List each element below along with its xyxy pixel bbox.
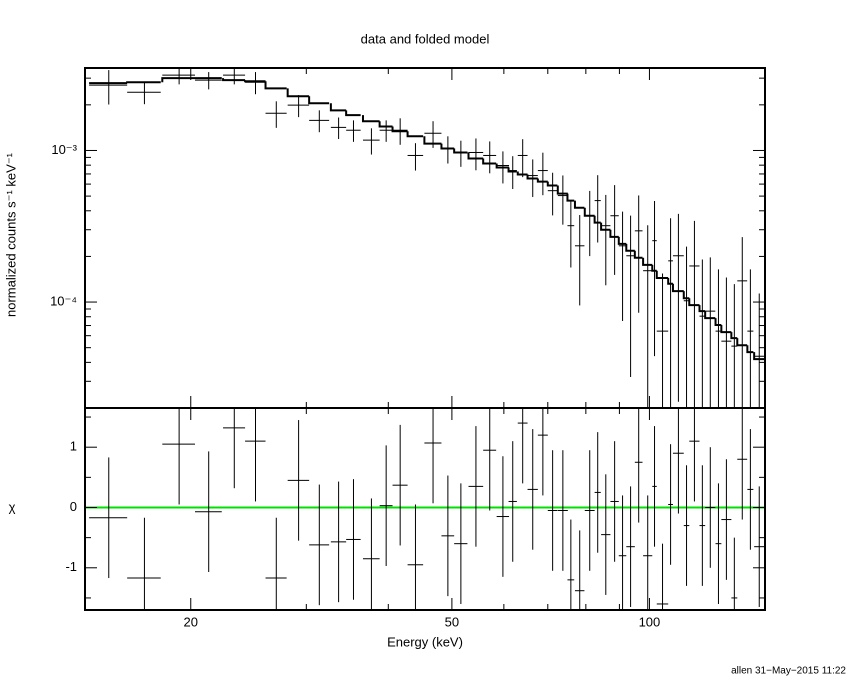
model-step [378,121,393,128]
model-step [617,236,627,245]
model-step [714,318,722,327]
model-step [453,148,468,154]
model-step [736,338,748,347]
model-step [753,352,765,361]
model-step [126,81,161,84]
model-step [161,77,195,83]
model-step [593,215,601,224]
model-step [720,325,732,334]
plot-area [85,408,765,610]
model-step [651,264,657,272]
y-tick-label: 1 [70,439,77,454]
x-tick-label: 20 [184,614,198,629]
model-step [667,278,673,285]
plot-frame [84,407,766,611]
model-step [730,332,738,340]
model-step [406,131,424,138]
model-step [345,110,361,117]
model-step [609,229,619,238]
model-step [698,305,706,313]
model-step [440,143,455,150]
chart-title: data and folded model [361,31,490,46]
x-tick-label: 100 [639,614,661,629]
x-axis-label: Energy (keV) [387,634,463,649]
model-step [546,181,558,187]
model-step [642,257,653,266]
model-step [286,88,310,98]
model-step [244,80,266,83]
y-tick-label: 10⁻³ [51,142,77,157]
model-step [625,243,635,252]
model-step [222,78,246,82]
model-step [361,115,380,123]
y-axis-label: normalized counts s⁻¹ keV⁻¹ [3,152,18,317]
model-step [516,171,528,176]
model-step [556,185,568,195]
model-step [536,178,548,183]
model-step [526,174,538,180]
model-step [600,222,611,231]
model-step [704,311,716,320]
model-step [308,96,330,105]
model-step [573,200,585,209]
model-step [746,345,754,354]
x-tick-label: 50 [445,614,459,629]
model-step [482,158,497,165]
model-step [566,193,575,202]
y-tick-label: 10⁻⁴ [50,293,77,308]
model-step [391,126,408,133]
y-tick-label: -1 [65,559,77,574]
model-step [671,283,684,293]
model-step [467,152,484,160]
plot-area [89,68,765,408]
model-step [583,207,595,217]
model-step [495,163,510,169]
model-step [329,103,347,112]
y-tick-label: 0 [70,499,77,514]
model-step [682,291,690,300]
model-step [423,136,442,145]
y-axis-label: χ [9,499,16,514]
model-step [633,250,643,259]
model-step [264,81,287,90]
model-step [688,298,700,307]
footer: allen 31−May−2015 11:22 [731,666,846,677]
model-step [507,167,517,173]
model-step [655,270,669,280]
